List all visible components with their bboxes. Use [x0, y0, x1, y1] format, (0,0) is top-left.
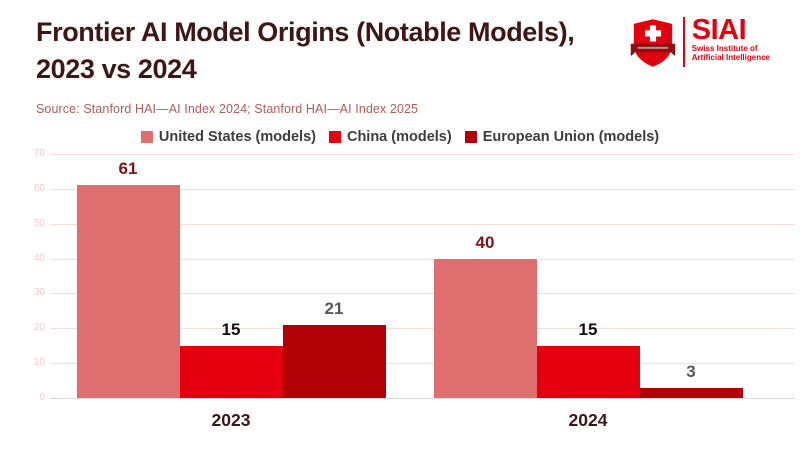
bar-european-2024	[639, 387, 743, 398]
logo-divider	[682, 17, 685, 67]
bar-china-2024	[536, 345, 640, 398]
y-axis-tick-label: 40	[33, 252, 45, 264]
gridline	[50, 188, 795, 190]
page-title: Frontier AI Model Origins (Notable Model…	[36, 14, 636, 88]
bar-value-label: 40	[475, 232, 495, 252]
y-axis-tick-label: 30	[33, 287, 45, 299]
y-axis-tick-label: 20	[33, 322, 45, 334]
gridline	[50, 223, 795, 225]
x-axis-baseline	[50, 398, 795, 399]
legend-label: United States (models)	[158, 129, 316, 145]
legend-item-european: European Union (models)	[464, 129, 660, 145]
page-title-line1: Frontier AI Model Origins (Notable Model…	[36, 17, 575, 47]
legend-swatch-icon	[140, 131, 153, 143]
gridline	[50, 293, 795, 295]
bar-value-label: 61	[118, 159, 138, 179]
bar-value-label: 3	[686, 361, 696, 381]
logo-subtitle-line2: Artificial Intelligence	[691, 53, 770, 62]
logo-text: SIAI Swiss Institute of Artificial Intel…	[691, 14, 770, 63]
gridline	[50, 363, 795, 365]
bar-value-label: 15	[221, 319, 241, 339]
legend-swatch-icon	[328, 131, 341, 143]
gridline	[50, 154, 795, 155]
y-axis-tick-label: 70	[33, 148, 45, 159]
bar-european-2023	[282, 324, 386, 398]
logo-subtitle-line1: Swiss Institute of	[691, 44, 758, 53]
source-citation: Source: Stanford HAI—AI Index 2024; Stan…	[36, 102, 419, 116]
bar-value-label: 15	[578, 319, 598, 339]
bar-united-2023	[76, 185, 180, 398]
x-axis-category-label: 2024	[568, 410, 608, 430]
legend-item-china: China (models)	[328, 129, 452, 145]
logo-acronym: SIAI	[691, 14, 747, 46]
gridline	[50, 328, 795, 330]
y-axis-tick-label: 50	[33, 217, 45, 229]
y-axis-tick-label: 0	[39, 392, 45, 403]
gridline	[50, 258, 795, 260]
bar-value-label: 21	[324, 298, 344, 318]
bar-united-2024	[433, 258, 537, 398]
siai-logo: SIAI Swiss Institute of Artificial Intel…	[630, 16, 770, 72]
bar-china-2023	[179, 345, 283, 398]
y-axis-tick-label: 60	[33, 182, 45, 194]
page-title-line2: 2023 vs 2024	[36, 54, 197, 84]
chart-legend: United States (models) China (models) Euro…	[0, 129, 800, 145]
legend-swatch-icon	[464, 131, 477, 143]
swiss-shield-icon	[630, 19, 675, 67]
y-axis-tick-label: 10	[33, 357, 45, 369]
legend-item-united: United States (models)	[140, 129, 316, 145]
legend-label: European Union (models)	[482, 129, 660, 145]
x-axis-category-label: 2023	[211, 410, 251, 430]
legend-label: China (models)	[346, 129, 452, 145]
